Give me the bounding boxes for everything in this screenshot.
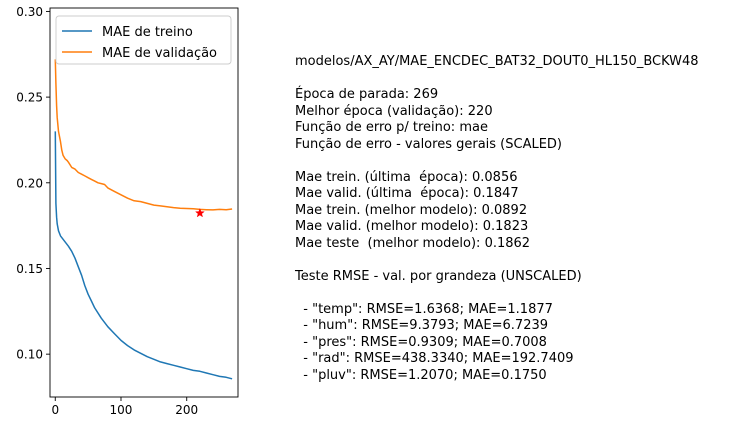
- y-tick-label: 0.20: [16, 176, 43, 190]
- summary-line: [295, 153, 699, 170]
- summary-line: [295, 252, 699, 269]
- summary-line: - "temp": RMSE=1.6368; MAE=1.1877: [295, 301, 553, 317]
- summary-line: Melhor época (validação): 220: [295, 103, 493, 119]
- summary-line: - "hum": RMSE=9.3793; MAE=6.7239: [295, 318, 549, 333]
- summary-line: - "pres": RMSE=0.9309; MAE=0.7008: [295, 334, 547, 350]
- summary-line: modelos/AX_AY/MAE_ENCDEC_BAT32_DOUT0_HL1…: [295, 54, 699, 69]
- summary-line: Época de parada: 269: [295, 87, 439, 102]
- summary-line: Mae trein. (melhor modelo): 0.0892: [295, 202, 528, 218]
- summary-line: Função de erro p/ treino: mae: [295, 120, 488, 135]
- series-layer: [54, 59, 233, 380]
- summary-line: - "pluv": RMSE=1.2070; MAE=0.1750: [295, 367, 547, 383]
- x-tick-label: 100: [110, 403, 133, 417]
- legend: MAE de treino MAE de validação: [55, 15, 232, 65]
- summary-line: Mae valid. (melhor modelo): 0.1823: [295, 219, 529, 234]
- x-axis: 0 100 200: [51, 397, 198, 417]
- series-line-train: [54, 131, 233, 380]
- y-axis: 0.10 0.15 0.20 0.25 0.30: [16, 5, 50, 362]
- y-tick-label: 0.25: [16, 91, 43, 105]
- training-summary: modelos/AX_AY/MAE_ENCDEC_BAT32_DOUT0_HL1…: [295, 54, 699, 384]
- summary-line: Teste RMSE - val. por grandeza (UNSCALED…: [295, 268, 582, 284]
- marker-layer: [194, 207, 205, 218]
- summary-line: Mae teste (melhor modelo): 0.1862: [295, 235, 531, 251]
- best-epoch-marker: [194, 207, 205, 218]
- x-tick-label: 0: [51, 403, 59, 417]
- y-tick-label: 0.10: [16, 348, 43, 362]
- y-tick-label: 0.30: [16, 5, 43, 19]
- summary-line: Mae valid. (última época): 0.1847: [295, 186, 519, 201]
- summary-line: Mae trein. (última época): 0.0856: [295, 169, 518, 185]
- legend-label-train: MAE de treino: [102, 25, 193, 40]
- summary-line: - "rad": RMSE=438.3340; MAE=192.7409: [295, 351, 574, 366]
- y-tick-label: 0.15: [16, 262, 43, 276]
- summary-line: [295, 71, 699, 88]
- series-line-validation: [54, 59, 233, 211]
- plot-frame: [49, 7, 239, 398]
- x-tick-label: 200: [175, 403, 198, 417]
- summary-line: Função de erro - valores gerais (SCALED): [295, 136, 563, 152]
- legend-label-validation: MAE de validação: [102, 46, 217, 61]
- legend-box: [55, 15, 232, 65]
- summary-line: [295, 285, 699, 302]
